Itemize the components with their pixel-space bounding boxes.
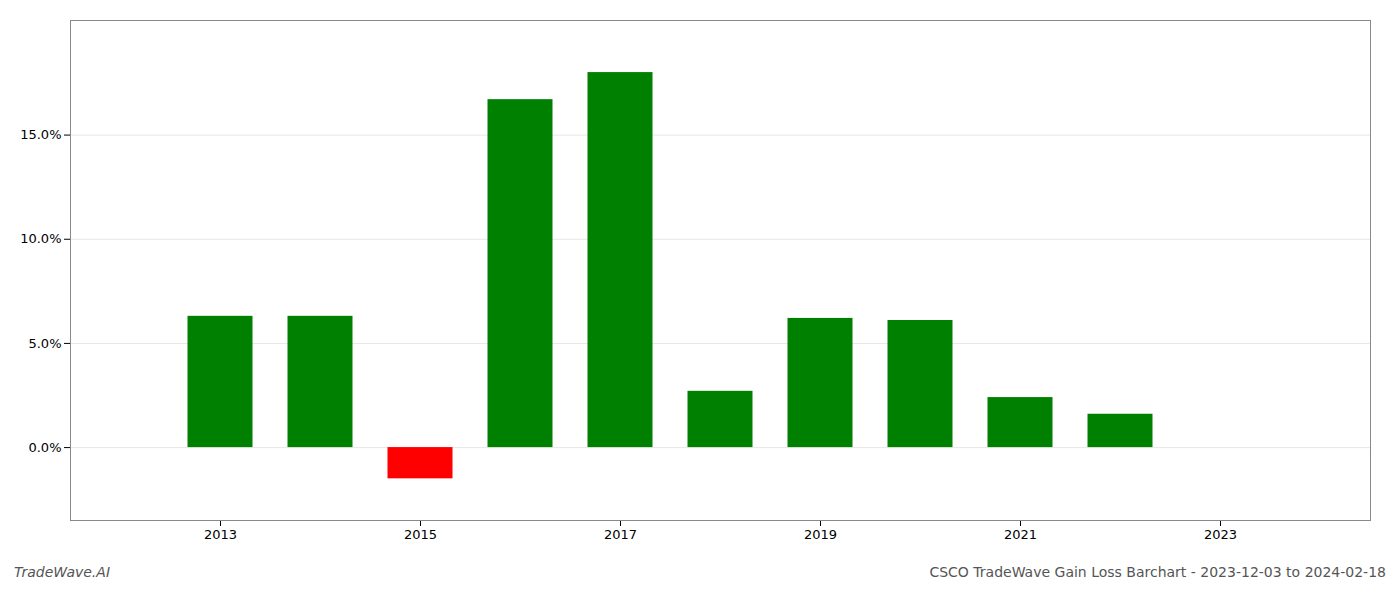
svg-text:5.0%: 5.0% xyxy=(28,336,61,351)
svg-text:2013: 2013 xyxy=(204,527,237,542)
svg-text:2015: 2015 xyxy=(404,527,437,542)
svg-text:2017: 2017 xyxy=(604,527,637,542)
html-text:TradeWave.AI: TradeWave.AI xyxy=(14,564,110,580)
svg-text:2021: 2021 xyxy=(1004,527,1037,542)
html-text:CSCO TradeWave Gain Loss Barch: CSCO TradeWave Gain Loss Barchart - 2023… xyxy=(929,564,1386,580)
svg-text:0.0%: 0.0% xyxy=(28,440,61,455)
svg-text:2023: 2023 xyxy=(1204,527,1237,542)
svg-text:10.0%: 10.0% xyxy=(20,231,61,246)
svg-text:2019: 2019 xyxy=(804,527,837,542)
svg-text:15.0%: 15.0% xyxy=(20,127,61,142)
